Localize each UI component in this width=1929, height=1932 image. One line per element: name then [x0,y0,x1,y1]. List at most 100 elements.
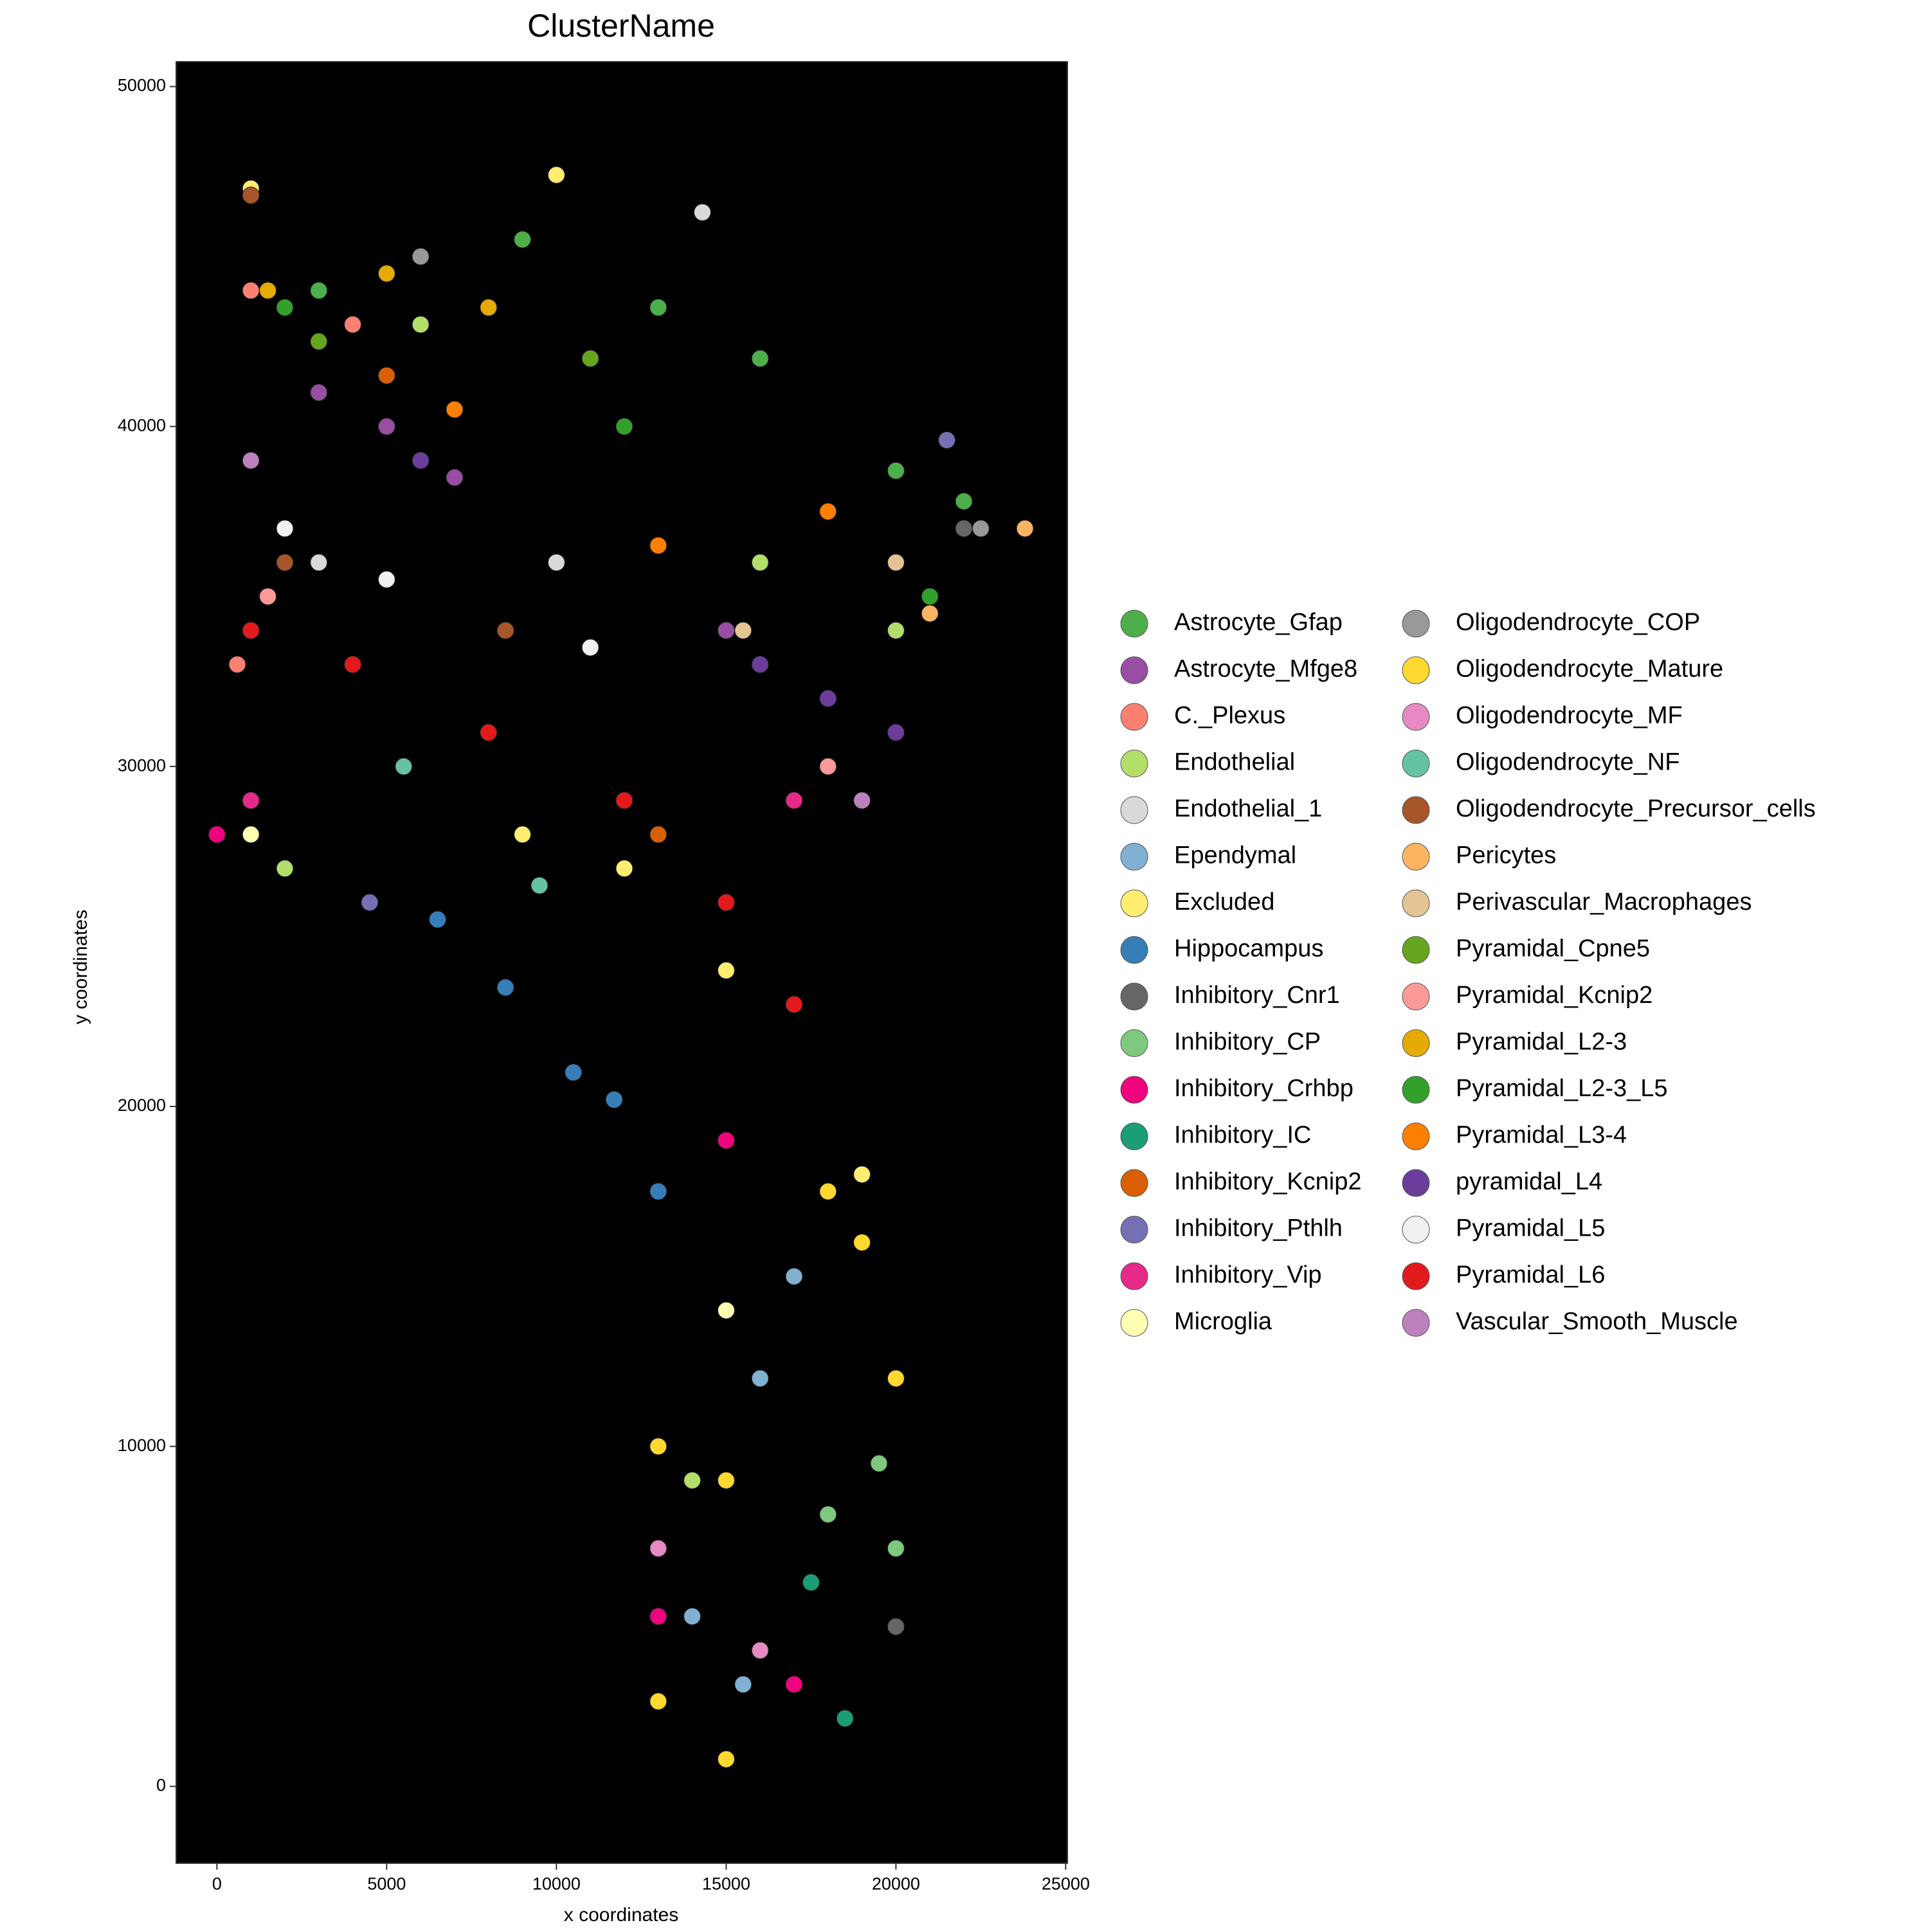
legend-label: Hippocampus [1174,935,1323,962]
legend-label: Endothelial_1 [1174,795,1322,822]
point [717,961,735,979]
x-tick-label: 15000 [702,1874,750,1893]
x-axis-label: x coordinates [564,1904,678,1926]
point [412,451,430,469]
legend-key [1120,1309,1148,1337]
legend-key [1120,936,1148,964]
point [242,282,260,300]
point [310,554,328,572]
legend-label: Inhibitory_Pthlh [1174,1215,1343,1242]
plot-border [176,61,1068,1864]
point [242,791,260,809]
point [649,536,667,554]
legend-label: Oligodendrocyte_Precursor_cells [1456,795,1816,822]
point [377,264,395,282]
point [649,826,667,844]
point [955,519,973,537]
point [836,1710,854,1728]
point [785,1675,803,1693]
point [1016,519,1034,537]
point [870,1454,888,1472]
legend-key [1120,1076,1148,1104]
legend-label: Pyramidal_Kcnip2 [1456,982,1653,1009]
point [921,588,939,606]
legend-label: Inhibitory_Crhbp [1174,1075,1354,1102]
point [496,622,514,640]
point [480,298,498,316]
y-tick-label: 20000 [118,1096,166,1115]
point [605,1090,623,1108]
x-tick-label: 5000 [367,1874,406,1893]
legend-label: Oligodendrocyte_MF [1456,702,1683,729]
x-tick-label: 25000 [1042,1874,1090,1893]
legend-key [1402,1076,1430,1104]
point [819,503,837,521]
chart-title: ClusterName [527,8,715,44]
legend-key [1402,1123,1430,1150]
point [693,203,711,221]
point [785,1267,803,1285]
point [972,519,990,537]
legend-key [1402,889,1430,917]
plot-background [176,62,1067,1863]
legend-key [1402,843,1430,871]
point [344,316,362,334]
point [377,366,395,384]
point [480,723,498,741]
point [717,622,735,640]
legend-label: Pyramidal_L3-4 [1456,1122,1627,1149]
point [717,1472,735,1490]
point [751,656,769,674]
point [785,995,803,1013]
point [819,757,837,775]
point [921,604,939,622]
legend-label: Pyramidal_L2-3 [1456,1029,1627,1056]
legend-label: C._Plexus [1174,702,1285,729]
y-tick-label: 10000 [118,1436,166,1455]
legend-key [1120,1123,1148,1150]
point [955,492,973,510]
legend-key [1120,1262,1148,1290]
point [887,622,905,640]
point [615,860,633,878]
legend-key [1402,1262,1430,1290]
point [310,282,328,300]
point [496,979,514,997]
legend-key [1120,889,1148,917]
point [276,298,294,316]
point [887,1618,905,1636]
point [853,1166,871,1184]
legend-key [1402,703,1430,731]
point [530,876,548,894]
point [649,1607,667,1625]
point [429,910,447,928]
legend-key [1120,1169,1148,1197]
legend-label: Oligodendrocyte_NF [1456,749,1680,776]
legend-key [1402,1169,1430,1197]
point [751,554,769,572]
point [377,417,395,435]
legend-label: Oligodendrocyte_COP [1456,609,1700,636]
legend-label: Microglia [1174,1308,1272,1335]
point [581,638,599,656]
point [242,826,260,844]
legend-label: Inhibitory_CP [1174,1029,1321,1056]
point [259,588,277,606]
legend-label: Pyramidal_L2-3_L5 [1456,1075,1668,1102]
point [887,554,905,572]
legend-label: Endothelial [1174,749,1295,776]
point [785,791,803,809]
point [228,656,246,674]
y-tick-label: 50000 [118,76,166,95]
point [751,350,769,368]
point [819,1505,837,1523]
legend-key [1402,982,1430,1011]
point [684,1472,702,1490]
legend-label: Oligodendrocyte_Mature [1456,656,1723,683]
point [446,469,464,487]
legend-key [1120,843,1148,871]
legend-key [1120,1216,1148,1243]
legend-key [1120,609,1148,638]
point [446,401,464,419]
legend-key [1120,796,1148,824]
